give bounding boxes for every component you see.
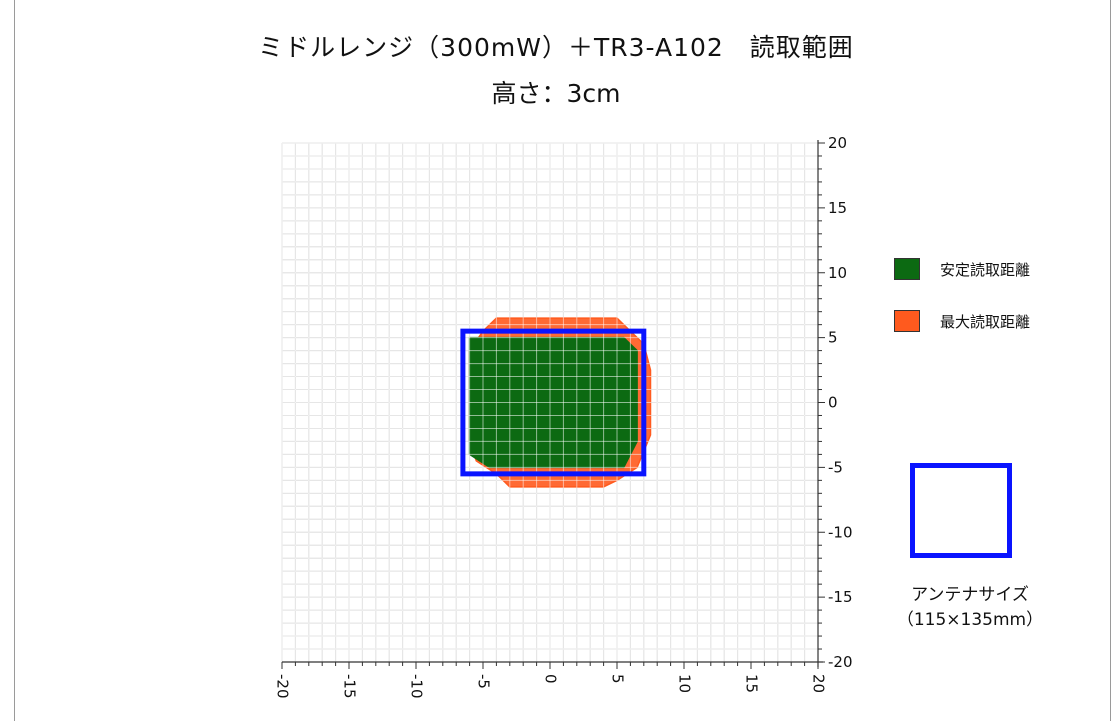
antenna-size-label: アンテナサイズ （115×135mm） [880, 583, 1060, 633]
x-tick-label: 15 [743, 674, 761, 693]
antenna-size-line1: アンテナサイズ [911, 585, 1029, 605]
y-tick-label: 5 [828, 329, 838, 347]
antenna-size-line2: （115×135mm） [896, 610, 1044, 630]
legend-swatch-max [894, 310, 920, 332]
chart-subtitle: 高さ：3cm [491, 79, 621, 108]
antenna-size-icon [910, 463, 1012, 558]
axes: -20 -15 -10 -5 0 5 10 15 20 20 15 10 5 0 -5 -10 -15 -20 [274, 134, 853, 699]
legend-label-max: 最大読取距離 [940, 312, 1031, 331]
y-tick-label: -15 [828, 588, 853, 606]
chart-title: ミドルレンジ（300mW）＋TR3-A102 読取範囲 [258, 33, 854, 62]
legend-item-stable: 安定読取距離 [894, 258, 1030, 280]
y-tick-label: -20 [828, 653, 853, 671]
x-tick-label: 10 [676, 674, 694, 693]
grid-overlay [281, 142, 819, 663]
legend-swatch-stable [894, 258, 920, 280]
legend-label-stable: 安定読取距離 [940, 260, 1031, 279]
series-shapes [281, 142, 819, 663]
x-tick-label: 0 [542, 674, 560, 684]
antenna-outline [460, 328, 647, 477]
x-tick-label: 20 [810, 674, 828, 693]
x-tick-label: -20 [274, 674, 292, 699]
y-tick-label: 15 [828, 199, 847, 217]
x-tick-label: -5 [475, 674, 493, 689]
y-tick-label: -5 [828, 458, 843, 476]
chart-frame [14, 0, 1111, 721]
x-tick-label: -15 [341, 674, 359, 699]
legend-item-max: 最大読取距離 [894, 310, 1030, 332]
y-tick-label: 20 [828, 134, 847, 152]
y-tick-label: 0 [828, 394, 838, 412]
y-tick-label: 10 [828, 264, 847, 282]
x-tick-label: -10 [408, 674, 426, 699]
y-tick-label: -10 [828, 523, 853, 541]
x-tick-label: 5 [609, 674, 627, 684]
